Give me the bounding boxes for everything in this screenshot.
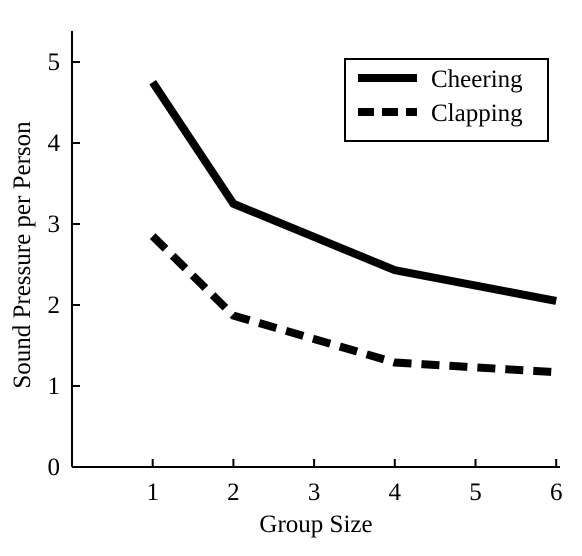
x-tick-label-5: 5 bbox=[469, 479, 482, 506]
x-tick-label-1: 1 bbox=[146, 479, 159, 506]
y-tick-label-3: 3 bbox=[48, 211, 61, 238]
series-line-cheering bbox=[149, 80, 557, 305]
x-tick-label-6: 6 bbox=[550, 479, 563, 506]
tick-labels: 1 2 3 4 5 6 0 1 2 3 4 5 bbox=[48, 49, 563, 506]
x-axis-title: Group Size bbox=[259, 511, 372, 538]
legend-box bbox=[344, 58, 549, 142]
tick-marks bbox=[72, 61, 558, 468]
legend-label-cheering: Cheering bbox=[431, 66, 523, 93]
y-tick-label-0: 0 bbox=[48, 454, 61, 481]
series-lines bbox=[149, 80, 557, 377]
y-tick-label-4: 4 bbox=[48, 130, 61, 157]
x-tick-label-4: 4 bbox=[389, 479, 402, 506]
legend: Cheering Clapping bbox=[344, 58, 549, 142]
x-tick-label-2: 2 bbox=[227, 479, 240, 506]
y-tick-label-1: 1 bbox=[48, 373, 61, 400]
series-line-clapping bbox=[149, 233, 557, 377]
y-tick-label-5: 5 bbox=[48, 49, 61, 76]
y-axis-title: Sound Pressure per Person bbox=[9, 121, 36, 389]
x-tick-label-3: 3 bbox=[308, 479, 321, 506]
legend-label-clapping: Clapping bbox=[431, 100, 523, 127]
y-tick-label-2: 2 bbox=[48, 292, 61, 319]
